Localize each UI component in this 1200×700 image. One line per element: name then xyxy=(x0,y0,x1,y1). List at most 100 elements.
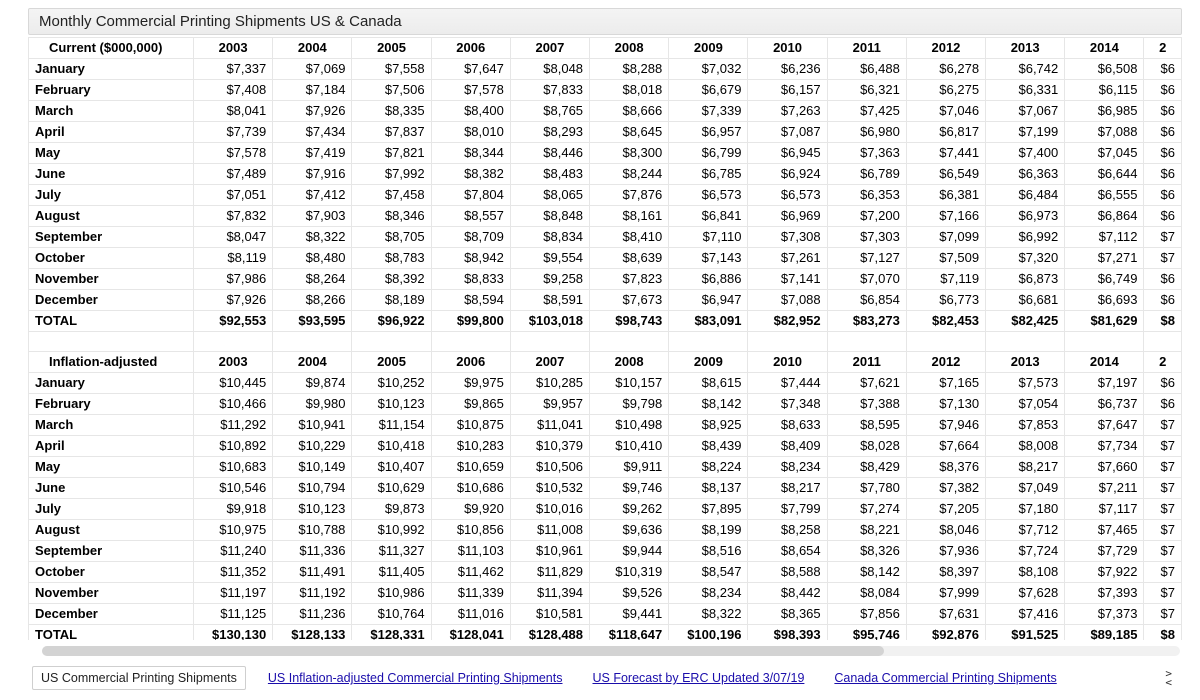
value-cell: $8,322 xyxy=(669,604,748,625)
value-cell: $8,137 xyxy=(669,478,748,499)
table-row: March$8,041$7,926$8,335$8,400$8,765$8,66… xyxy=(29,101,1182,122)
value-cell: $10,229 xyxy=(273,436,352,457)
value-cell: $11,336 xyxy=(273,541,352,562)
value-cell: $8,046 xyxy=(906,520,985,541)
value-cell: $11,491 xyxy=(273,562,352,583)
value-cell: $6,737 xyxy=(1065,394,1144,415)
blank-cell xyxy=(510,332,589,352)
value-cell: $7,348 xyxy=(748,394,827,415)
total-cell: $82,453 xyxy=(906,311,985,332)
sheet-tab[interactable]: US Forecast by ERC Updated 3/07/19 xyxy=(584,667,812,689)
value-cell: $7,412 xyxy=(273,185,352,206)
value-cell: $10,506 xyxy=(510,457,589,478)
value-cell: $8,266 xyxy=(273,290,352,311)
year-header: 2012 xyxy=(906,38,985,59)
value-cell: $7,166 xyxy=(906,206,985,227)
table-row: June$10,546$10,794$10,629$10,686$10,532$… xyxy=(29,478,1182,499)
tab-scroll-arrows[interactable]: > < xyxy=(1165,669,1178,687)
value-cell: $8,409 xyxy=(748,436,827,457)
value-cell-partial: $7 xyxy=(1144,604,1182,625)
sheet-tab[interactable]: US Commercial Printing Shipments xyxy=(32,666,246,690)
value-cell: $8,639 xyxy=(590,248,669,269)
value-cell: $6,275 xyxy=(906,80,985,101)
row-label: May xyxy=(29,457,194,478)
value-cell: $6,555 xyxy=(1065,185,1144,206)
sheet-tab[interactable]: Canada Commercial Printing Shipments xyxy=(826,667,1064,689)
value-cell: $8,594 xyxy=(431,290,510,311)
sheet-tab[interactable]: US Inflation-adjusted Commercial Printin… xyxy=(260,667,571,689)
row-label: January xyxy=(29,59,194,80)
value-cell: $7,388 xyxy=(827,394,906,415)
value-cell: $11,240 xyxy=(194,541,273,562)
table-row: September$8,047$8,322$8,705$8,709$8,834$… xyxy=(29,227,1182,248)
value-cell: $9,636 xyxy=(590,520,669,541)
value-cell: $8,161 xyxy=(590,206,669,227)
value-cell: $9,526 xyxy=(590,583,669,604)
value-cell: $8,709 xyxy=(431,227,510,248)
total-cell-partial: $8 xyxy=(1144,625,1182,641)
value-cell: $7,408 xyxy=(194,80,273,101)
value-cell: $7,211 xyxy=(1065,478,1144,499)
total-cell: $128,041 xyxy=(431,625,510,641)
value-cell: $6,278 xyxy=(906,59,985,80)
value-cell: $7,400 xyxy=(986,143,1065,164)
value-cell-partial: $6 xyxy=(1144,101,1182,122)
value-cell-partial: $6 xyxy=(1144,59,1182,80)
table-row: February$7,408$7,184$7,506$7,578$7,833$8… xyxy=(29,80,1182,101)
value-cell: $10,892 xyxy=(194,436,273,457)
value-cell: $7,049 xyxy=(986,478,1065,499)
year-header: 2014 xyxy=(1065,38,1144,59)
value-cell: $10,794 xyxy=(273,478,352,499)
value-cell: $7,660 xyxy=(1065,457,1144,478)
value-cell: $11,352 xyxy=(194,562,273,583)
year-header: 2007 xyxy=(510,352,589,373)
value-cell: $6,947 xyxy=(669,290,748,311)
value-cell: $6,817 xyxy=(906,122,985,143)
value-cell: $6,644 xyxy=(1065,164,1144,185)
value-cell: $7,141 xyxy=(748,269,827,290)
year-header: 2003 xyxy=(194,352,273,373)
value-cell: $10,285 xyxy=(510,373,589,394)
value-cell: $8,234 xyxy=(748,457,827,478)
blank-cell xyxy=(194,332,273,352)
value-cell: $7,821 xyxy=(352,143,431,164)
value-cell: $7,509 xyxy=(906,248,985,269)
total-cell: $92,876 xyxy=(906,625,985,641)
value-cell: $7,200 xyxy=(827,206,906,227)
total-cell: $82,952 xyxy=(748,311,827,332)
value-cell: $9,258 xyxy=(510,269,589,290)
value-cell: $7,271 xyxy=(1065,248,1144,269)
value-cell: $6,841 xyxy=(669,206,748,227)
horizontal-scrollbar-thumb[interactable] xyxy=(42,646,884,656)
section-label: Current ($000,000) xyxy=(29,38,194,59)
blank-cell xyxy=(1144,332,1182,352)
value-cell: $6,969 xyxy=(748,206,827,227)
tab-scroll-left-icon[interactable]: < xyxy=(1165,678,1172,687)
value-cell: $10,986 xyxy=(352,583,431,604)
value-cell: $7,628 xyxy=(986,583,1065,604)
value-cell: $7,926 xyxy=(194,290,273,311)
row-label: June xyxy=(29,478,194,499)
value-cell: $8,047 xyxy=(194,227,273,248)
value-cell: $7,130 xyxy=(906,394,985,415)
row-label: April xyxy=(29,122,194,143)
value-cell: $6,363 xyxy=(986,164,1065,185)
row-label: May xyxy=(29,143,194,164)
value-cell: $10,581 xyxy=(510,604,589,625)
value-cell: $8,326 xyxy=(827,541,906,562)
value-cell: $10,941 xyxy=(273,415,352,436)
table-row: August$7,832$7,903$8,346$8,557$8,848$8,1… xyxy=(29,206,1182,227)
value-cell: $10,283 xyxy=(431,436,510,457)
horizontal-scrollbar[interactable] xyxy=(42,646,1180,656)
data-table: Current ($000,000)2003200420052006200720… xyxy=(28,37,1182,640)
value-cell: $7,069 xyxy=(273,59,352,80)
total-cell: $98,393 xyxy=(748,625,827,641)
total-cell-partial: $8 xyxy=(1144,311,1182,332)
value-cell: $6,488 xyxy=(827,59,906,80)
row-label: February xyxy=(29,394,194,415)
row-label: March xyxy=(29,415,194,436)
value-cell: $11,327 xyxy=(352,541,431,562)
year-header: 2013 xyxy=(986,352,1065,373)
value-cell: $9,975 xyxy=(431,373,510,394)
value-cell: $6,749 xyxy=(1065,269,1144,290)
